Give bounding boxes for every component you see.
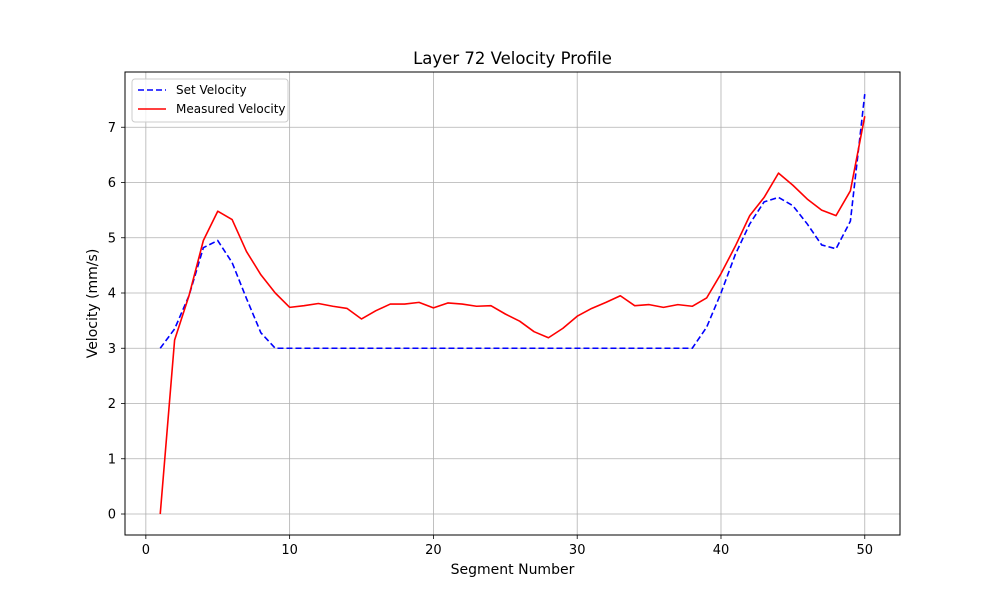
plot-frame — [124, 71, 901, 536]
series-line-measured-velocity — [159, 116, 866, 515]
y-tick-label: 6 — [108, 176, 116, 191]
chart-title: Layer 72 Velocity Profile — [413, 49, 612, 68]
series-lines — [159, 94, 866, 515]
x-tick-label: 40 — [713, 543, 730, 558]
legend: Set Velocity Measured Velocity — [131, 78, 289, 123]
axis-ticks: 0 10 20 30 40 50 0 1 2 3 4 5 6 7 — [108, 121, 873, 558]
y-axis-label: Velocity (mm/s) — [85, 249, 101, 359]
y-tick-label: 3 — [108, 342, 116, 357]
x-tick-label: 0 — [142, 543, 150, 558]
y-tick-label: 0 — [108, 508, 116, 523]
y-tick-label: 1 — [108, 452, 116, 467]
x-tick-label: 10 — [281, 543, 298, 558]
y-tick-label: 2 — [108, 397, 116, 412]
y-tick-label: 4 — [108, 287, 116, 302]
y-tick-label: 7 — [108, 121, 116, 136]
x-tick-label: 20 — [425, 543, 442, 558]
series-line-set-velocity — [159, 94, 866, 350]
legend-box — [131, 78, 289, 123]
legend-label-measured-velocity: Measured Velocity — [176, 102, 286, 116]
x-axis-label: Segment Number — [451, 562, 575, 578]
x-tick-label: 50 — [856, 543, 873, 558]
x-tick-label: 30 — [569, 543, 586, 558]
y-tick-label: 5 — [108, 231, 116, 246]
legend-label-set-velocity: Set Velocity — [176, 83, 247, 97]
